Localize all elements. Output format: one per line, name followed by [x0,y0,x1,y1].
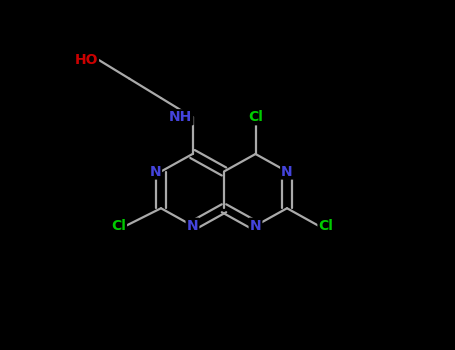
Text: N: N [250,219,261,233]
Text: Cl: Cl [111,219,126,233]
Text: Cl: Cl [248,110,263,124]
Text: N: N [187,219,198,233]
Text: N: N [149,164,161,178]
Text: N: N [281,164,293,178]
Text: NH: NH [169,110,192,124]
Text: Cl: Cl [318,219,334,233]
Text: HO: HO [75,52,98,66]
